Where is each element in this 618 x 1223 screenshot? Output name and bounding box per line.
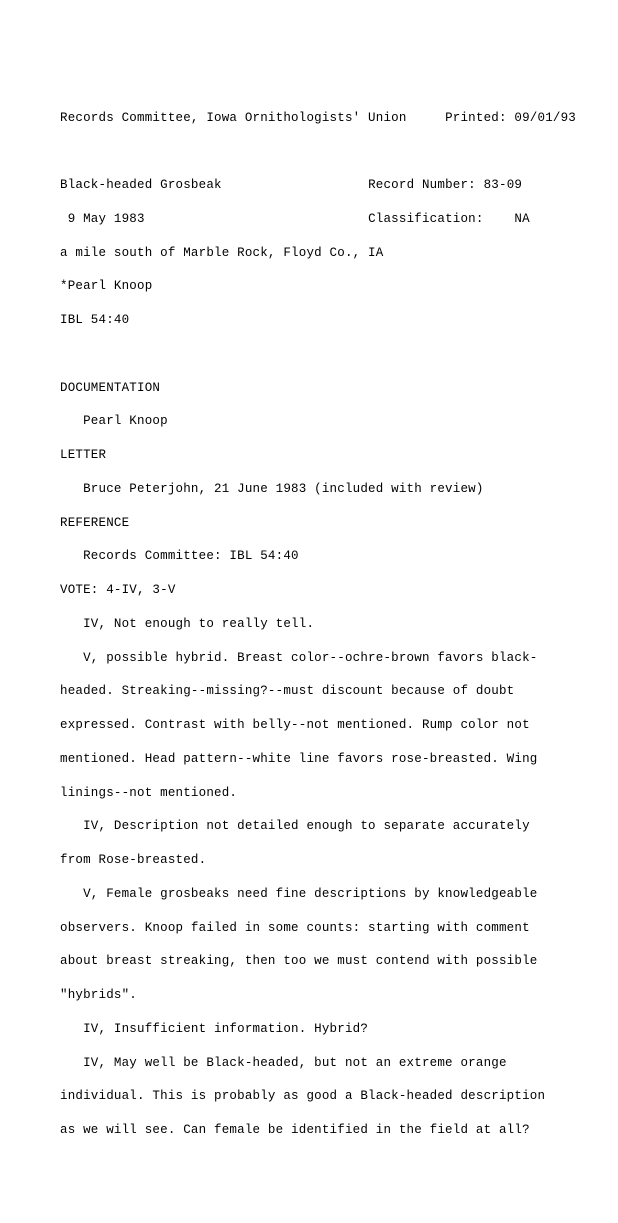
row-date: 9 May 1983 Classification: NA: [60, 211, 570, 228]
ibl: IBL 54:40: [60, 312, 570, 329]
location: a mile south of Marble Rock, Floyd Co., …: [60, 245, 570, 262]
reference-body: Records Committee: IBL 54:40: [60, 548, 570, 565]
vote-line-8: V, Female grosbeaks need fine descriptio…: [60, 886, 570, 903]
vote-line-11: "hybrids".: [60, 987, 570, 1004]
vote-line-15: as we will see. Can female be identified…: [60, 1122, 570, 1139]
vote-line-0: IV, Not enough to really tell.: [60, 616, 570, 633]
vote-line-9: observers. Knoop failed in some counts: …: [60, 920, 570, 937]
classification: NA: [514, 212, 529, 226]
vote-line-4: mentioned. Head pattern--white line favo…: [60, 751, 570, 768]
letter-heading: LETTER: [60, 447, 570, 464]
vote-line-13: IV, May well be Black-headed, but not an…: [60, 1055, 570, 1072]
vote-line-5: linings--not mentioned.: [60, 785, 570, 802]
vote-heading: VOTE: 4-IV, 3-V: [60, 582, 570, 599]
letter-body: Bruce Peterjohn, 21 June 1983 (included …: [60, 481, 570, 498]
header-line: Records Committee, Iowa Ornithologists' …: [60, 110, 570, 127]
vote-line-12: IV, Insufficient information. Hybrid?: [60, 1021, 570, 1038]
vote-line-1: V, possible hybrid. Breast color--ochre-…: [60, 650, 570, 667]
header-right: Printed: 09/01/93: [445, 111, 576, 125]
row-species: Black-headed Grosbeak Record Number: 83-…: [60, 177, 570, 194]
record-number: 83-09: [484, 178, 523, 192]
vote-line-6: IV, Description not detailed enough to s…: [60, 818, 570, 835]
blank-2: [60, 346, 570, 363]
species: Black-headed Grosbeak: [60, 178, 222, 192]
observer: *Pearl Knoop: [60, 278, 570, 295]
record-number-label: Record Number:: [368, 178, 476, 192]
date: 9 May 1983: [60, 212, 145, 226]
classification-label: Classification:: [368, 212, 484, 226]
documentation-heading: DOCUMENTATION: [60, 380, 570, 397]
vote-line-2: headed. Streaking--missing?--must discou…: [60, 683, 570, 700]
blank-1: [60, 143, 570, 160]
vote-line-10: about breast streaking, then too we must…: [60, 953, 570, 970]
vote-line-3: expressed. Contrast with belly--not ment…: [60, 717, 570, 734]
reference-heading: REFERENCE: [60, 515, 570, 532]
header-left: Records Committee, Iowa Ornithologists' …: [60, 111, 407, 125]
vote-line-7: from Rose-breasted.: [60, 852, 570, 869]
documentation-body: Pearl Knoop: [60, 413, 570, 430]
vote-line-14: individual. This is probably as good a B…: [60, 1088, 570, 1105]
